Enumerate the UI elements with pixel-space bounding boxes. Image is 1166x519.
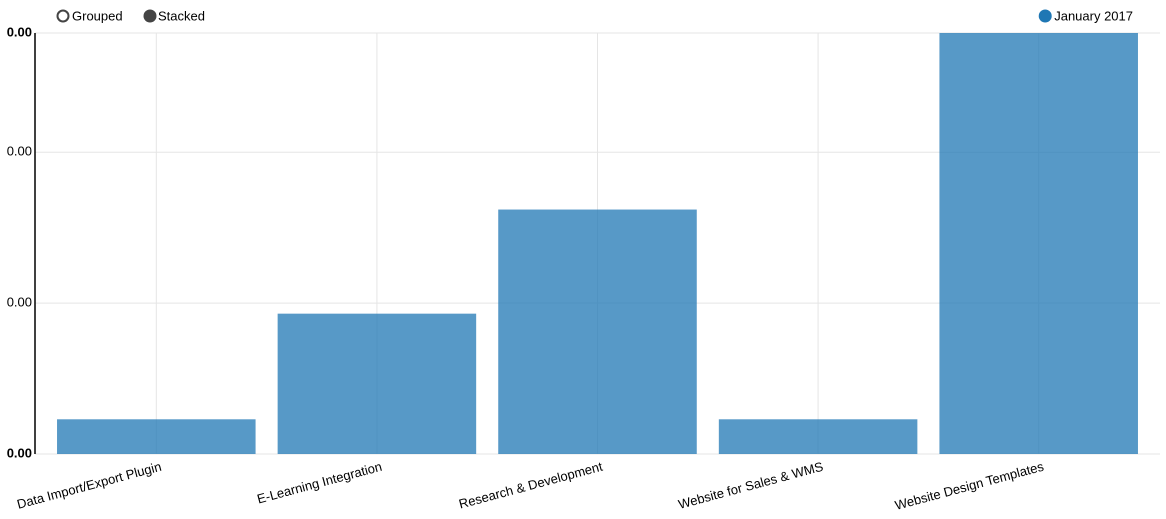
stacked-radio[interactable] — [143, 9, 157, 23]
control-label[interactable]: Stacked — [158, 8, 205, 23]
x-tick-label: E-Learning Integration — [255, 459, 383, 507]
bar[interactable] — [939, 33, 1138, 454]
y-tick-label: 0.00 — [7, 295, 32, 310]
x-tick-label: Website Design Templates — [893, 459, 1046, 513]
bar[interactable] — [498, 209, 697, 454]
x-tick-label: Website for Sales & WMS — [677, 459, 825, 512]
x-tick-label: Research & Development — [457, 459, 604, 512]
y-tick-label: 0.00 — [7, 445, 32, 460]
y-tick-label: 0.00 — [7, 144, 32, 159]
x-tick-label: Data Import/Export Plugin — [15, 459, 163, 512]
controls[interactable]: Grouped Stacked — [56, 8, 205, 23]
legend-swatch[interactable] — [1038, 9, 1052, 23]
bar[interactable] — [718, 419, 918, 454]
bar[interactable] — [57, 419, 256, 454]
control-label[interactable]: Grouped — [72, 8, 123, 23]
bar[interactable] — [277, 313, 477, 454]
y-tick-label: 0.00 — [7, 24, 32, 39]
grouped-radio[interactable] — [56, 9, 70, 23]
legend-label[interactable]: January 2017 — [1054, 8, 1133, 23]
